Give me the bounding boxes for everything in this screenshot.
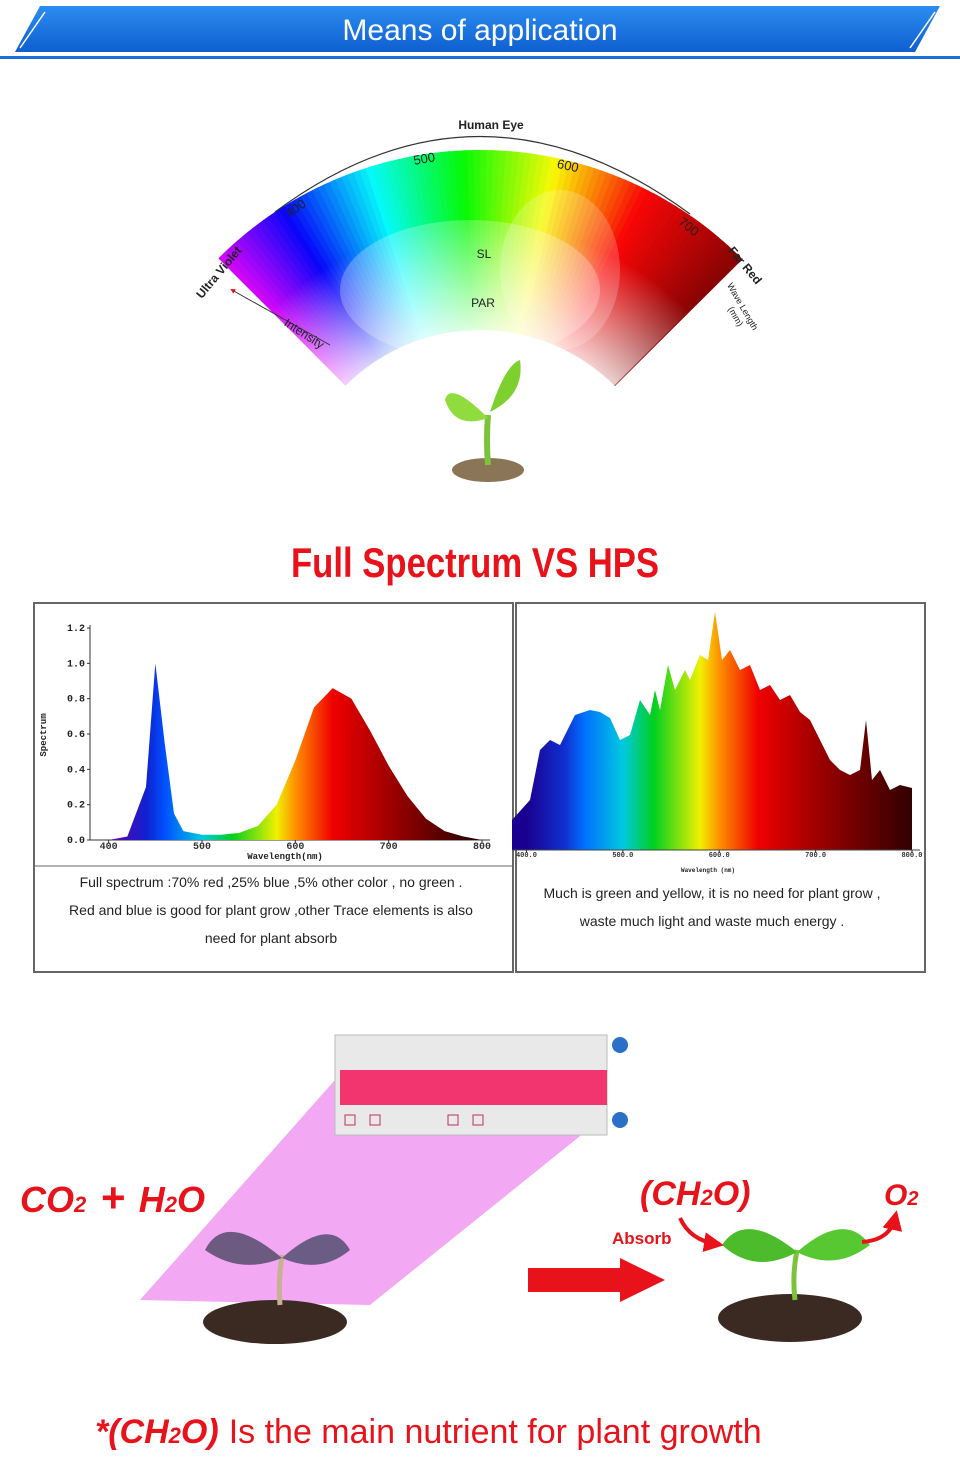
- footer-text: Is the main nutrient for plant growth: [229, 1413, 762, 1451]
- release-arrow: [861, 1210, 903, 1244]
- oxygen: O2: [884, 1179, 918, 1212]
- x-axis-label: Wavelength(nm): [247, 852, 323, 862]
- x-tick-label: 500.0: [612, 852, 633, 860]
- x-tick-label: 400: [100, 842, 118, 853]
- header-deco: [909, 11, 936, 49]
- region-label: SL: [477, 247, 492, 261]
- formula-part: +: [100, 1174, 125, 1221]
- region-label: PAR: [471, 296, 495, 310]
- arc-label: Human Eye: [458, 118, 524, 132]
- y-tick-label: 1.2: [67, 624, 85, 635]
- formula-sub: 2: [699, 1185, 713, 1210]
- panel: [33, 602, 514, 973]
- x-tick-label: 400.0: [516, 852, 537, 860]
- formula-part: CO: [20, 1179, 74, 1220]
- footer-note: *(CH2O) Is the main nutrient for plant gr…: [95, 1413, 762, 1451]
- formula-sub: 2: [168, 1423, 182, 1448]
- x-tick-label: 600.0: [709, 852, 730, 860]
- y-tick-label: 0.4: [67, 765, 85, 776]
- formula-part: O: [884, 1179, 907, 1212]
- header-deco: [19, 11, 46, 49]
- hps-spectrum: [512, 612, 912, 850]
- arrow: [528, 1258, 665, 1302]
- header-band: [15, 6, 940, 52]
- arc-fade: [218, 149, 742, 386]
- capacitor: [612, 1112, 628, 1128]
- formula-sub: 2: [73, 1192, 87, 1217]
- formula-part: H: [139, 1179, 166, 1220]
- x-axis-label: Wavelength (nm): [681, 867, 735, 874]
- scale-label: 600: [556, 156, 580, 175]
- formula-sub: 2: [906, 1188, 918, 1210]
- formula-part: O: [177, 1179, 205, 1220]
- header-title: Means of application: [342, 14, 617, 47]
- human-eye-bracket: [274, 135, 691, 215]
- x-tick-label: 600: [286, 842, 304, 853]
- caption: Full spectrum :70% red ,25% blue ,5% oth…: [80, 874, 463, 890]
- led-strip: [340, 1070, 607, 1105]
- x-tick-label: 500: [193, 842, 211, 853]
- caption: Much is green and yellow, it is no need …: [544, 885, 881, 901]
- chip-pad: [369, 1114, 381, 1126]
- y-tick-label: 1.0: [67, 659, 85, 670]
- formula-part: O): [181, 1413, 219, 1451]
- x-tick-label: 800: [473, 842, 491, 853]
- absorb-label: Absorb: [612, 1229, 672, 1248]
- formula-part: (CH: [640, 1175, 702, 1213]
- formula-part: O): [713, 1175, 751, 1213]
- reactants: CO2 + H2O: [20, 1174, 205, 1221]
- seedling: [445, 360, 524, 482]
- par-lobe: [340, 220, 600, 360]
- y-tick-label: 0.0: [67, 836, 85, 847]
- section-title: Full Spectrum VS HPS: [291, 539, 659, 586]
- x-tick-label: 700: [380, 842, 398, 853]
- chip-pad: [344, 1114, 356, 1126]
- formula-sub: 2: [164, 1192, 178, 1217]
- seedling-green: [718, 1229, 870, 1342]
- charts: 400 500 600 700 800 0.0 0.2 0.4 0.6 0.8 1.0 1.2 Wave…: [39, 624, 923, 946]
- caption: waste much light and waste much energy .: [579, 913, 845, 929]
- x-tick-label: 700.0: [805, 852, 826, 860]
- header-rule: [0, 56, 960, 59]
- caption: need for plant absorb: [205, 930, 338, 946]
- caption: Red and blue is good for plant grow ,oth…: [69, 902, 473, 918]
- capacitor: [612, 1037, 628, 1053]
- x-tick-label: 800.0: [901, 852, 922, 860]
- y-axis-label: Spectrum: [39, 713, 49, 757]
- y-tick-label: 0.6: [67, 730, 85, 741]
- intensity-arrow: [230, 289, 331, 346]
- chip-pad: [472, 1114, 484, 1126]
- formula-part: *(CH: [95, 1413, 170, 1451]
- seedling-purple: [203, 1231, 350, 1344]
- chip-pad: [447, 1114, 459, 1126]
- y-tick-label: 0.8: [67, 695, 85, 706]
- sl-lobe: [500, 190, 620, 350]
- y-tick-label: 0.2: [67, 801, 85, 812]
- absorb-arrow: [678, 1217, 724, 1253]
- spectrum-area: [108, 663, 483, 840]
- scale-label: 500: [412, 149, 436, 168]
- product: (CH2O): [640, 1175, 750, 1213]
